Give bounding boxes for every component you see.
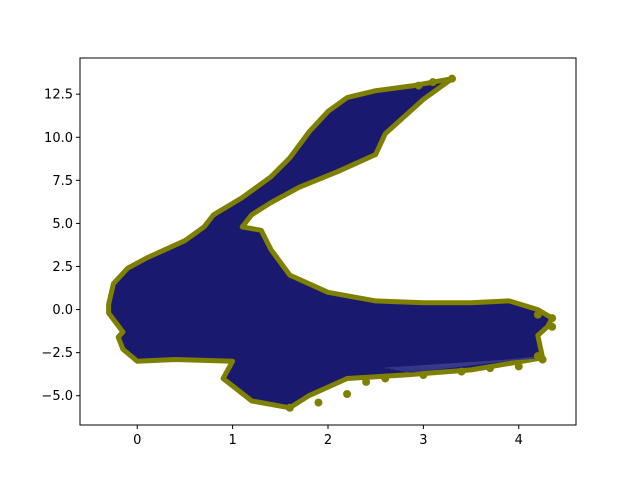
data-point	[414, 81, 423, 90]
data-point	[362, 377, 371, 386]
data-point	[514, 362, 523, 371]
x-tick-label: 1	[228, 433, 236, 448]
plot-area	[106, 74, 557, 412]
x-tick-label: 4	[515, 433, 523, 448]
x-axis: 0 1 2 3 4	[133, 425, 523, 448]
y-tick-label: 5.0	[52, 217, 73, 232]
y-tick-label: 2.5	[52, 260, 73, 275]
y-tick-label: −5.0	[41, 389, 73, 404]
data-point	[486, 364, 495, 373]
x-tick-label: 2	[324, 433, 332, 448]
data-point	[343, 389, 352, 398]
y-tick-label: 0.0	[52, 303, 73, 318]
y-tick-label: 10.0	[44, 131, 73, 146]
data-point	[285, 403, 294, 412]
data-point	[533, 310, 542, 319]
data-point	[448, 74, 456, 83]
y-tick-label: 12.5	[44, 88, 73, 103]
y-tick-label: 7.5	[52, 174, 73, 189]
data-point	[381, 374, 390, 383]
data-point	[457, 367, 466, 376]
y-axis: −5.0 −2.5 0.0 2.5 5.0 7.5 10.0 12.5	[41, 88, 80, 404]
x-tick-label: 0	[133, 433, 141, 448]
data-point	[428, 78, 437, 87]
data-streak	[409, 355, 543, 373]
data-point	[314, 398, 323, 407]
y-tick-label: −2.5	[41, 346, 73, 361]
data-point	[548, 314, 557, 323]
data-point	[533, 352, 542, 361]
data-point	[419, 371, 428, 380]
data-point	[548, 322, 557, 331]
x-tick-label: 3	[419, 433, 427, 448]
data-area	[106, 76, 555, 411]
